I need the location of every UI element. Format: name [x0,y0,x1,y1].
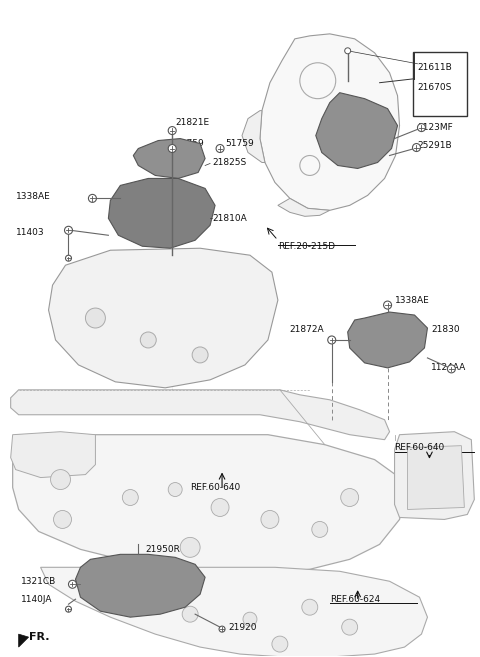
Circle shape [345,48,351,54]
Text: REF.60-640: REF.60-640 [395,443,445,452]
Circle shape [122,489,138,505]
Polygon shape [11,390,390,440]
Circle shape [341,489,359,507]
Polygon shape [19,634,29,647]
Text: REF.20-215D: REF.20-215D [278,242,335,251]
Circle shape [69,580,76,588]
Circle shape [168,482,182,497]
Circle shape [180,537,200,557]
Text: 1123MF: 1123MF [418,123,453,131]
Circle shape [50,470,71,489]
Circle shape [447,365,456,373]
Circle shape [312,522,328,537]
Polygon shape [11,432,96,478]
Circle shape [328,336,336,344]
Text: 51759: 51759 [175,139,204,148]
Circle shape [216,145,224,152]
Circle shape [88,194,96,202]
Text: 21611B: 21611B [418,63,452,72]
Text: 1338AE: 1338AE [16,192,50,201]
Circle shape [168,127,176,135]
Text: 21830: 21830 [432,325,460,334]
Text: 21810A: 21810A [212,214,247,223]
Text: 1124AA: 1124AA [432,363,467,373]
Polygon shape [260,34,399,210]
Circle shape [261,510,279,528]
Polygon shape [278,198,330,216]
Text: 21825S: 21825S [212,158,246,167]
Text: REF.60-640: REF.60-640 [190,483,240,492]
Polygon shape [395,432,474,520]
Polygon shape [12,435,405,574]
Text: 21670S: 21670S [418,83,452,92]
Polygon shape [108,179,215,248]
Polygon shape [408,445,464,509]
Circle shape [384,301,392,309]
Text: FR.: FR. [29,632,49,642]
Text: 1321CB: 1321CB [21,577,56,586]
Circle shape [342,619,358,635]
Circle shape [302,599,318,615]
Text: 21920: 21920 [228,623,256,631]
Circle shape [192,347,208,363]
Text: 11403: 11403 [16,228,44,237]
Text: 1338AE: 1338AE [395,296,429,305]
Polygon shape [133,139,205,179]
Polygon shape [48,248,278,388]
Circle shape [85,308,106,328]
Circle shape [219,626,225,632]
Text: 21821E: 21821E [175,118,209,127]
Text: 51759: 51759 [225,139,254,148]
Polygon shape [316,93,397,168]
Text: 25291B: 25291B [418,141,452,150]
Polygon shape [348,312,428,368]
Text: 21950R: 21950R [145,545,180,554]
Circle shape [111,585,129,603]
Circle shape [64,226,72,235]
Circle shape [140,332,156,348]
Circle shape [412,143,420,152]
Circle shape [272,636,288,652]
Circle shape [211,499,229,516]
Circle shape [182,606,198,622]
Circle shape [65,255,72,261]
Text: REF.60-624: REF.60-624 [330,595,380,604]
Text: 1140JA: 1140JA [21,595,52,604]
Circle shape [65,606,72,612]
Polygon shape [242,110,265,162]
Circle shape [243,612,257,626]
Polygon shape [41,567,428,657]
Polygon shape [75,555,205,617]
Text: 21872A: 21872A [290,325,324,334]
Circle shape [54,510,72,528]
Circle shape [418,124,425,131]
Circle shape [168,145,176,152]
